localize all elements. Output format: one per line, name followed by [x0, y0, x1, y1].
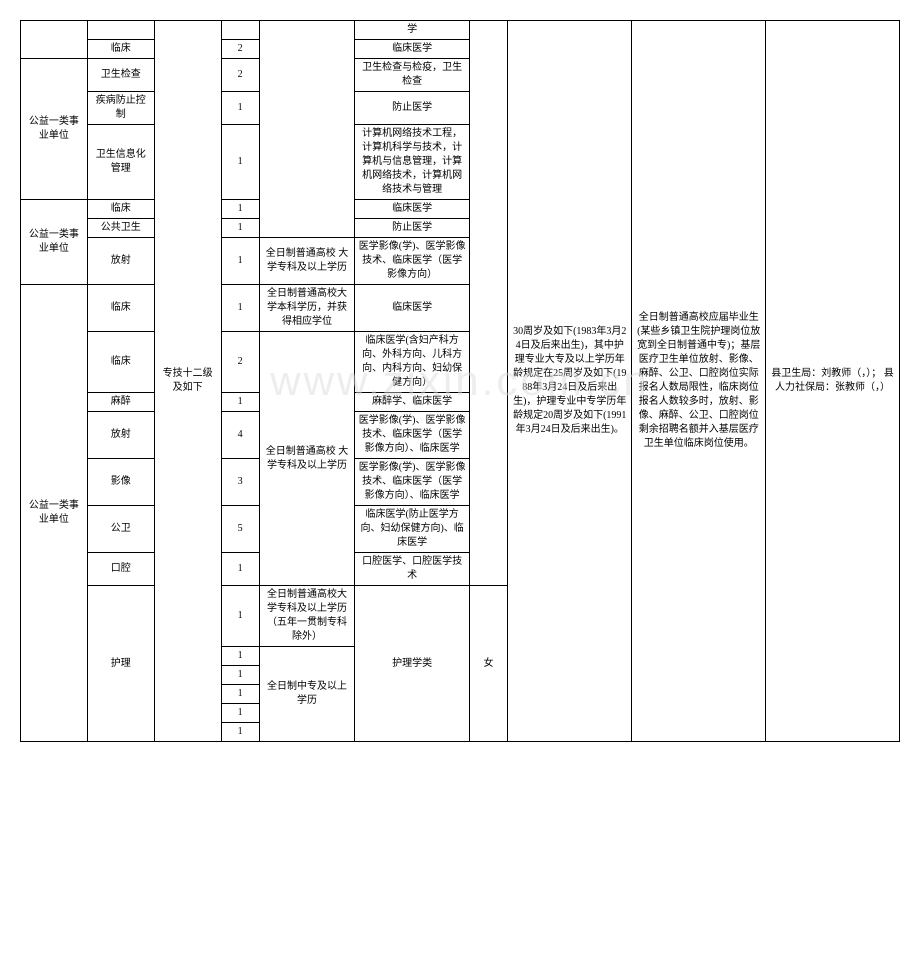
cell: 3 [221, 459, 259, 506]
cell: 临床 [87, 200, 154, 219]
cell: 临床 [87, 285, 154, 332]
cell: 全日制中专及以上学历 [259, 647, 355, 742]
cell: 1 [221, 685, 259, 704]
cell [21, 21, 88, 59]
cell: 1 [221, 285, 259, 332]
cell: 临床医学(含妇产科方向、外科方向、儿科方向、内科方向、妇幼保健方向） [355, 332, 470, 393]
cell: 1 [221, 723, 259, 742]
cell: 卫生检查 [87, 59, 154, 92]
cell: 2 [221, 40, 259, 59]
cell: 临床医学 [355, 40, 470, 59]
cell: 麻醉 [87, 393, 154, 412]
cell: 1 [221, 200, 259, 219]
cell: 临床医学 [355, 285, 470, 332]
cell: 临床医学(防止医学方向、妇幼保健方向)、临床医学 [355, 506, 470, 553]
cell: 医学影像(学)、医学影像技术、临床医学（医学影像方向）、临床医学 [355, 412, 470, 459]
cell: 1 [221, 92, 259, 125]
cell: 护理 [87, 586, 154, 742]
cell: 1 [221, 125, 259, 200]
cell: 1 [221, 586, 259, 647]
cell: 全日制普通高校大学本科学历，并获得相应学位 [259, 285, 355, 332]
cell: 放射 [87, 412, 154, 459]
cell: 公益一类事业单位 [21, 59, 88, 200]
cell: 2 [221, 332, 259, 393]
cell: 卫生信息化管理 [87, 125, 154, 200]
data-table: 专技十二级及如下 学 30周岁及如下(1983年3月24日及后来出生)，其中护理… [20, 20, 900, 742]
cell: 5 [221, 506, 259, 553]
cell: 全日制普通高校应届毕业生(某些乡镇卫生院护理岗位放宽到全日制普通中专)；基层医疗… [632, 21, 766, 742]
cell: 麻醉学、临床医学 [355, 393, 470, 412]
cell: 护理学类 [355, 586, 470, 742]
cell: 女 [469, 586, 507, 742]
cell: 全日制普通高校 大学专科及以上学历 [259, 238, 355, 285]
cell: 公益一类事业单位 [21, 200, 88, 285]
cell: 1 [221, 238, 259, 285]
cell: 公共卫生 [87, 219, 154, 238]
cell: 1 [221, 647, 259, 666]
cell: 临床医学 [355, 200, 470, 219]
cell: 放射 [87, 238, 154, 285]
table-row: 专技十二级及如下 学 30周岁及如下(1983年3月24日及后来出生)，其中护理… [21, 21, 900, 40]
cell: 口腔 [87, 553, 154, 586]
cell: 医学影像(学)、医学影像技术、临床医学（医学影像方向）、临床医学 [355, 459, 470, 506]
cell [221, 21, 259, 40]
cell: 1 [221, 219, 259, 238]
cell: 全日制普通高校大学专科及以上学历（五年一贯制专科除外） [259, 586, 355, 647]
cell: 县卫生局：刘教师（，）； 县人力社保局：张教师（，） [766, 21, 900, 742]
cell: 2 [221, 59, 259, 92]
cell: 30周岁及如下(1983年3月24日及后来出生)，其中护理专业大专及以上学历年龄… [508, 21, 632, 742]
cell: 临床 [87, 332, 154, 393]
cell: 4 [221, 412, 259, 459]
cell: 卫生检查与检疫，卫生检查 [355, 59, 470, 92]
cell: 医学影像(学)、医学影像技术、临床医学（医学影像方向） [355, 238, 470, 285]
cell: 专技十二级及如下 [154, 21, 221, 742]
cell: 公卫 [87, 506, 154, 553]
cell: 临床 [87, 40, 154, 59]
table-container: www.zixin.com.cn 专技十二级及如下 学 30周岁及如下(1983… [20, 20, 900, 742]
cell: 公益一类事业单位 [21, 285, 88, 742]
cell: 学 [355, 21, 470, 40]
cell: 防止医学 [355, 219, 470, 238]
cell: 1 [221, 553, 259, 586]
cell: 口腔医学、口腔医学技术 [355, 553, 470, 586]
cell [469, 21, 507, 586]
cell [259, 21, 355, 238]
cell: 防止医学 [355, 92, 470, 125]
cell: 全日制普通高校 大学专科及以上学历 [259, 332, 355, 586]
cell: 影像 [87, 459, 154, 506]
cell: 计算机网络技术工程，计算机科学与技术，计算机与信息管理，计算机网络技术，计算机网… [355, 125, 470, 200]
cell: 1 [221, 704, 259, 723]
cell [87, 21, 154, 40]
cell: 疾病防止控制 [87, 92, 154, 125]
cell: 1 [221, 393, 259, 412]
cell: 1 [221, 666, 259, 685]
